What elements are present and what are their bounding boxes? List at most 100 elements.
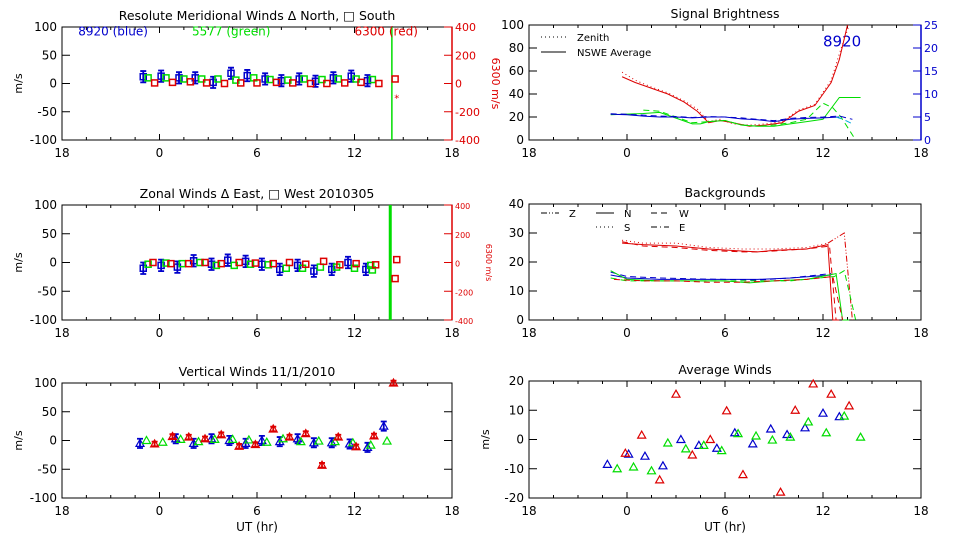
data-point-triangle xyxy=(351,441,362,451)
data-point-triangle xyxy=(284,431,295,441)
data-point-triangle xyxy=(199,433,211,443)
data-point-square xyxy=(237,79,245,87)
data-point-star: * xyxy=(394,94,399,105)
error-bar xyxy=(262,72,269,86)
right-y-tick-label: 25 xyxy=(924,19,938,32)
x-tick-label: 18 xyxy=(444,504,459,518)
x-tick-label: 12 xyxy=(347,146,362,160)
data-point-triangle xyxy=(803,416,814,426)
data-point-square xyxy=(253,79,261,87)
x-tick-label: 6 xyxy=(721,146,729,160)
data-point-triangle xyxy=(362,442,373,451)
data-point-triangle xyxy=(693,440,704,449)
data-point-triangle xyxy=(785,431,796,441)
panel-2: Zonal Winds Δ East, □ West 2010305 18 0 6 12… xyxy=(12,186,493,340)
right-y-tick-label: 0 xyxy=(455,260,460,269)
x-tick-label: 6 xyxy=(253,504,261,518)
data-point-square xyxy=(318,75,326,84)
data-point-triangle xyxy=(628,461,639,471)
data-point-square xyxy=(251,259,260,267)
right-y-tick-label: 400 xyxy=(455,202,470,211)
data-point-triangle xyxy=(347,437,358,447)
data-point-triangle xyxy=(662,437,673,447)
error-bar xyxy=(276,262,283,277)
x-tick-label: 12 xyxy=(815,326,830,340)
series-line-green-dashed xyxy=(610,269,857,321)
y-tick-label: 80 xyxy=(509,41,524,55)
data-point-triangle xyxy=(716,445,727,455)
right-axis-label: 6300 m/s xyxy=(489,58,502,110)
data-point-triangle xyxy=(767,434,778,444)
right-y-tick-label: 200 xyxy=(455,49,476,62)
y-tick-label: -50 xyxy=(37,284,57,298)
data-point-square xyxy=(391,75,399,83)
data-point-square xyxy=(329,74,338,82)
data-point-triangle xyxy=(316,460,328,469)
data-point-triangle xyxy=(175,434,186,443)
data-point-triangle xyxy=(274,436,285,446)
data-point-square xyxy=(162,74,170,82)
data-point-triangle xyxy=(636,429,647,439)
data-point-square xyxy=(295,75,303,83)
data-point-square xyxy=(185,259,193,268)
data-point-square xyxy=(323,79,331,88)
data-point-triangle xyxy=(808,378,819,388)
data-point-square xyxy=(150,79,159,87)
right-y-tick-label: 10 xyxy=(924,88,938,101)
legend-label: Zenith xyxy=(577,33,609,44)
y-tick-label: 40 xyxy=(509,197,524,211)
data-point-triangle xyxy=(378,420,389,430)
data-point-triangle xyxy=(737,469,749,479)
error-bar xyxy=(278,74,285,88)
series-line-red-solid xyxy=(622,242,838,321)
legend-label: E xyxy=(679,223,685,234)
error-bar xyxy=(158,69,165,83)
right-y-tick-label: 5 xyxy=(924,111,931,124)
data-point-triangle xyxy=(705,434,716,444)
y-tick-label: 100 xyxy=(501,18,524,32)
data-point-triangle xyxy=(657,460,668,470)
data-point-square xyxy=(341,79,349,87)
data-point-triangle xyxy=(782,429,793,439)
x-tick-label: 12 xyxy=(347,326,362,340)
legend-label: N xyxy=(624,209,631,220)
data-point-triangle xyxy=(183,431,194,441)
data-point-triangle xyxy=(775,486,786,496)
data-point-triangle xyxy=(227,434,238,443)
x-tick-label: 6 xyxy=(253,146,261,160)
y-tick-label: -100 xyxy=(30,313,57,327)
data-point-square xyxy=(319,257,328,266)
data-point-square xyxy=(289,79,297,87)
series-line-red-dashed xyxy=(621,241,840,321)
data-point-triangle xyxy=(670,388,682,398)
error-bar xyxy=(208,257,215,271)
y-tick-label: 50 xyxy=(42,227,57,241)
error-bar xyxy=(296,72,303,86)
y-tick-label: -100 xyxy=(30,133,57,147)
data-point-triangle xyxy=(646,465,657,475)
x-tick-label: 12 xyxy=(815,504,830,518)
error-bar xyxy=(185,433,192,441)
error-bar xyxy=(236,443,243,450)
data-point-triangle xyxy=(234,441,245,450)
series-line-red-dotted xyxy=(621,24,850,126)
data-point-square xyxy=(201,258,209,267)
x-tick-label: 0 xyxy=(156,326,164,340)
chart-title: Backgrounds xyxy=(684,185,765,200)
right-y-tick-label: 0 xyxy=(924,134,931,147)
error-bar xyxy=(202,435,208,442)
data-point-triangle xyxy=(295,436,306,446)
y-axis-label: m/s xyxy=(12,252,25,272)
x-tick-label: 18 xyxy=(54,326,69,340)
y-tick-label: 20 xyxy=(509,374,524,388)
data-point-triangle xyxy=(711,443,722,452)
data-point-square xyxy=(144,74,152,82)
data-point-square xyxy=(214,75,222,83)
y-axis-label: m/s xyxy=(479,429,492,449)
data-point-triangle xyxy=(368,430,380,440)
y-tick-label: 0 xyxy=(49,434,57,448)
data-point-square xyxy=(272,78,281,87)
data-point-triangle xyxy=(149,438,160,448)
data-point-triangle xyxy=(623,448,634,458)
